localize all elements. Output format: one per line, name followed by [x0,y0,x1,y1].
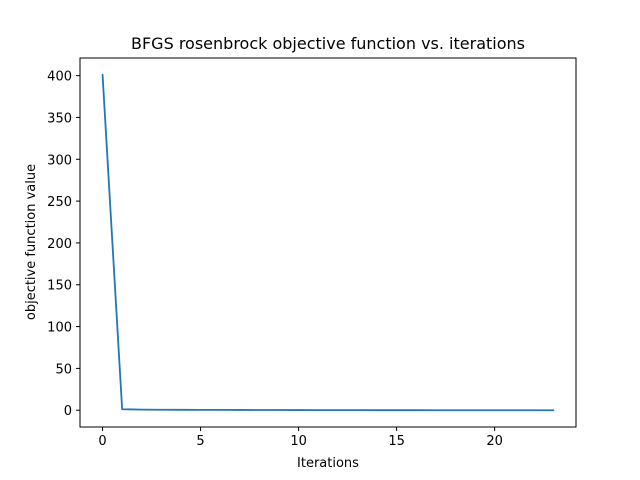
x-tick-label: 0 [98,434,106,449]
y-tick-label: 50 [55,362,72,377]
axes-frame [79,57,577,428]
chart-title: BFGS rosenbrock objective function vs. i… [131,34,525,53]
y-tick-label: 0 [64,404,72,419]
plot-area [101,73,555,412]
y-tick-label: 350 [47,111,72,126]
y-axis: 0 50 100 150 200 250 300 350 400 [47,70,80,419]
y-axis-label: objective function value [24,164,39,320]
x-tick-label: 15 [388,434,405,449]
y-tick-label: 200 [47,237,72,252]
x-axis-label: Iterations [297,456,359,471]
x-axis: 0 5 10 15 20 [98,427,503,449]
y-tick-label: 250 [47,195,72,210]
x-tick-label: 5 [196,434,204,449]
y-tick-label: 100 [47,321,72,336]
series-line [101,73,555,412]
y-tick-label: 400 [47,70,72,85]
y-tick-label: 150 [47,279,72,294]
x-tick-label: 10 [290,434,307,449]
y-tick-label: 300 [47,153,72,168]
x-tick-label: 20 [486,434,503,449]
